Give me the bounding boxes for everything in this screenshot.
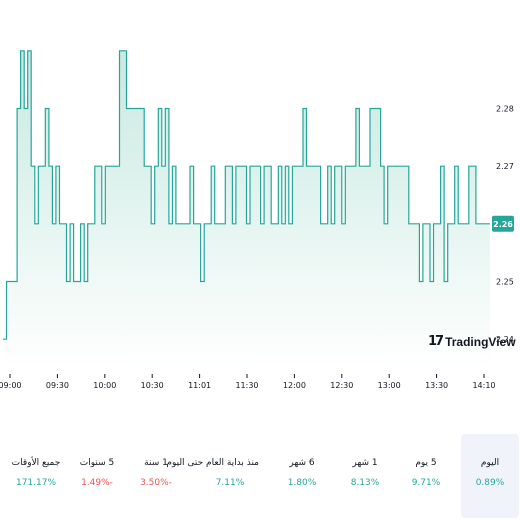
period-label: منذ بداية العام حتى اليوم <box>166 458 259 468</box>
tradingview-mark-icon: 17 <box>428 334 444 349</box>
period-tab[interactable]: منذ بداية العام حتى اليوم 7.11% <box>166 434 259 518</box>
period-label: 1 سنة <box>144 458 168 468</box>
x-tick-label: 11:01 <box>188 381 211 390</box>
period-tab[interactable]: 5 يوم 9.71% <box>397 434 455 518</box>
period-tab[interactable]: 1 شهر 8.13% <box>336 434 394 518</box>
price-chart-svg[interactable]: 2.28 2.27 2.26 2.25 2.24 09:00 09:30 10:00 10:3… <box>0 0 520 400</box>
x-tick-label: 13:00 <box>378 381 401 390</box>
price-chart[interactable]: 2.28 2.27 2.26 2.25 2.24 09:00 09:30 10:00 10:3… <box>0 0 520 400</box>
period-label: 6 شهر <box>289 458 315 468</box>
period-label: 1 شهر <box>352 458 378 468</box>
period-tab[interactable]: اليوم 0.89% <box>461 434 519 518</box>
price-line <box>3 50 490 340</box>
period-change-value: 8.13% <box>350 478 380 488</box>
performance-periods: اليوم 0.89% 5 يوم 9.71% 1 شهر 8.13% 6 شهر 1.80%… <box>0 432 520 520</box>
period-label: جميع الأوقات <box>11 458 61 468</box>
x-tick-label: 09:00 <box>0 381 22 390</box>
period-tab[interactable]: جميع الأوقات 171.17% <box>7 434 65 518</box>
period-change-value: 171.17% <box>15 478 57 488</box>
period-tab[interactable]: 5 سنوات 1.49%- <box>68 434 126 518</box>
x-tick-label: 10:30 <box>141 381 164 390</box>
period-tab[interactable]: 6 شهر 1.80% <box>273 434 331 518</box>
period-change-value: 9.71% <box>411 478 441 488</box>
last-price-label: 2.26 <box>493 220 513 229</box>
y-tick-label: 2.25 <box>496 278 514 287</box>
y-tick-label: 2.27 <box>496 162 514 171</box>
tradingview-logo[interactable]: 17 TradingView <box>428 334 516 349</box>
x-tick-label: 12:00 <box>283 381 306 390</box>
period-tab[interactable]: 1 سنة 3.50%- <box>127 434 185 518</box>
x-tick-label: 11:30 <box>235 381 258 390</box>
period-change-value: 0.89% <box>475 478 505 488</box>
x-tick-label: 13:30 <box>425 381 448 390</box>
last-price-badge <box>492 215 514 232</box>
x-tick-label: 12:30 <box>330 381 353 390</box>
period-change-value: 1.49%- <box>81 478 113 488</box>
x-tick-label: 14:10 <box>472 381 495 390</box>
x-tick-label: 09:30 <box>46 381 69 390</box>
period-change-value: 7.11% <box>215 478 245 488</box>
period-change-value: 3.50%- <box>140 478 172 488</box>
tradingview-wordmark: TradingView <box>445 334 516 349</box>
period-label: 5 سنوات <box>79 458 115 468</box>
period-label: 5 يوم <box>415 458 437 468</box>
period-change-value: 1.80% <box>287 478 317 488</box>
y-tick-label: 2.24 <box>496 335 514 344</box>
x-tick-label: 10:00 <box>93 381 116 390</box>
period-label: اليوم <box>480 458 500 468</box>
y-tick-label: 2.28 <box>496 105 514 114</box>
